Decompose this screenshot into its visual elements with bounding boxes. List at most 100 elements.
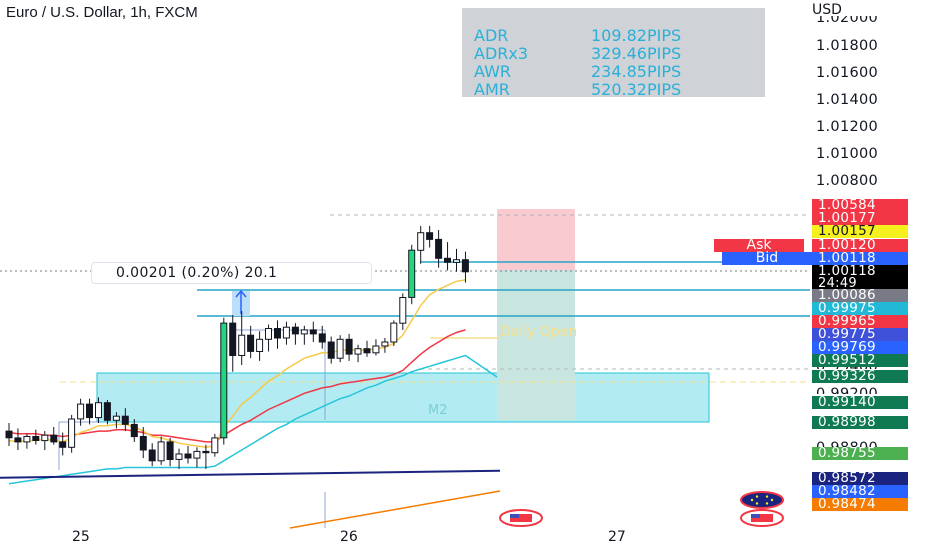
candle-body <box>50 434 58 443</box>
price-tag: 0.99975 <box>812 301 908 315</box>
bid-label[interactable]: Bid <box>722 251 812 265</box>
candle-body <box>14 437 22 443</box>
candle-body <box>318 333 326 343</box>
price-tag: 0.99512 <box>812 353 908 367</box>
ma-navy-line <box>0 469 501 479</box>
ask-label[interactable]: Ask <box>714 238 804 252</box>
candle-body <box>220 322 228 439</box>
stat-value: 520.32PIPS <box>591 80 682 99</box>
time-axis-label: 25 <box>72 529 90 545</box>
candle-body <box>5 430 13 439</box>
candle-body <box>166 441 174 460</box>
stat-value: 109.82PIPS <box>591 26 682 45</box>
candle-body <box>121 415 129 425</box>
price-tag: 0.99775 <box>812 327 908 341</box>
candle-body <box>399 297 407 324</box>
candle-body <box>309 329 317 335</box>
candle-body <box>112 415 120 421</box>
price-axis-unit: USD <box>812 2 842 18</box>
price-axis-label: 1.01600 <box>816 65 879 81</box>
candle-body <box>184 453 192 459</box>
candle-body <box>68 418 76 448</box>
stop-loss-zone <box>497 209 575 270</box>
price-axis-label: 0.99200 <box>816 386 879 402</box>
candle-body <box>211 437 219 454</box>
price-axis-label: 1.01400 <box>816 92 879 108</box>
candle-body <box>175 453 183 460</box>
candle-body <box>202 450 210 454</box>
candle-body <box>59 441 67 448</box>
time-axis-label: 27 <box>608 529 626 545</box>
price-tag: 0.98572 <box>812 471 908 485</box>
price-tag: 1.00157 <box>812 224 908 238</box>
us-event-flag-icon-stripe <box>510 514 532 522</box>
ema-fast-line <box>8 279 466 449</box>
candle-body <box>291 326 299 335</box>
take-profit-zone <box>497 270 575 420</box>
stat-value: 234.85PIPS <box>591 62 682 81</box>
ma-orange-line <box>289 490 501 529</box>
eu-star <box>750 498 754 502</box>
zone-label: M2 <box>428 403 448 418</box>
candle-body <box>461 259 469 273</box>
candle-body <box>157 441 165 462</box>
candle-body <box>193 450 201 459</box>
us-event-flag-icon-stripe <box>751 514 773 522</box>
eu-event-flag-icon <box>740 491 784 509</box>
price-axis-label: 1.00800 <box>816 173 879 189</box>
candle-body <box>336 338 344 359</box>
candle-body <box>435 238 443 259</box>
candle-body <box>327 341 335 359</box>
us-event-flag-icon-canton <box>751 514 760 518</box>
candle-body <box>417 232 425 251</box>
candle-body <box>274 328 281 339</box>
candle-body <box>345 338 353 355</box>
eu-star <box>765 495 769 498</box>
candle-body <box>139 436 147 451</box>
price-tag: 1.00118 24:49 <box>812 264 908 291</box>
adr-stats-panel: ADR 109.82PIPS ADRx3 329.46PIPS AWR 234.… <box>462 8 765 99</box>
time-axis-label: 26 <box>340 529 358 545</box>
price-tag: 1.00584 <box>812 198 908 212</box>
ma-cyan-line <box>465 354 498 378</box>
candle-body <box>363 348 371 354</box>
stat-value: 329.46PIPS <box>591 44 682 63</box>
candle-body <box>426 232 434 240</box>
measure-readout: 0.00201 (0.20%) 20.1 <box>91 262 372 284</box>
price-tag: 1.00086 <box>812 288 908 302</box>
price-tag: 0.98482 <box>812 484 908 498</box>
candle-body <box>103 402 111 421</box>
candle-body <box>86 403 93 419</box>
price-axis-label: 1.02000 <box>816 10 879 26</box>
candle-body <box>95 402 102 419</box>
price-axis-label: 0.98800 <box>816 440 878 448</box>
candle-body <box>41 434 49 442</box>
price-tag: 1.00118 <box>812 251 908 265</box>
candle-body <box>23 436 31 443</box>
candle-body <box>282 326 290 339</box>
candle-body <box>256 338 264 352</box>
price-tag: 0.99140 <box>812 395 908 409</box>
stat-key: ADRx3 <box>474 44 529 63</box>
candle-body <box>265 328 272 340</box>
candle-body <box>300 329 308 335</box>
stat-key: ADR <box>474 26 509 45</box>
candle-body <box>229 322 237 357</box>
candle-body <box>32 436 40 441</box>
candle-body <box>372 345 380 354</box>
stat-key: AWR <box>474 62 512 81</box>
price-axis-label: 1.01800 <box>816 38 879 54</box>
price-axis-label: 1.01200 <box>816 119 879 135</box>
price-tag: 0.99769 <box>812 340 908 354</box>
bar-countdown: 24:49 <box>818 276 857 291</box>
price-tag: 1.00120 <box>812 238 908 252</box>
price-tag: 0.99965 <box>812 314 908 328</box>
price-tag: 1.00177 <box>812 211 908 225</box>
candle-body <box>247 334 255 352</box>
candle-body <box>408 249 416 298</box>
us-event-flag-icon-canton <box>510 514 519 518</box>
candle-body <box>148 449 156 462</box>
price-tag: 0.99326 <box>812 369 908 383</box>
price-tag: 0.98998 <box>812 415 908 429</box>
